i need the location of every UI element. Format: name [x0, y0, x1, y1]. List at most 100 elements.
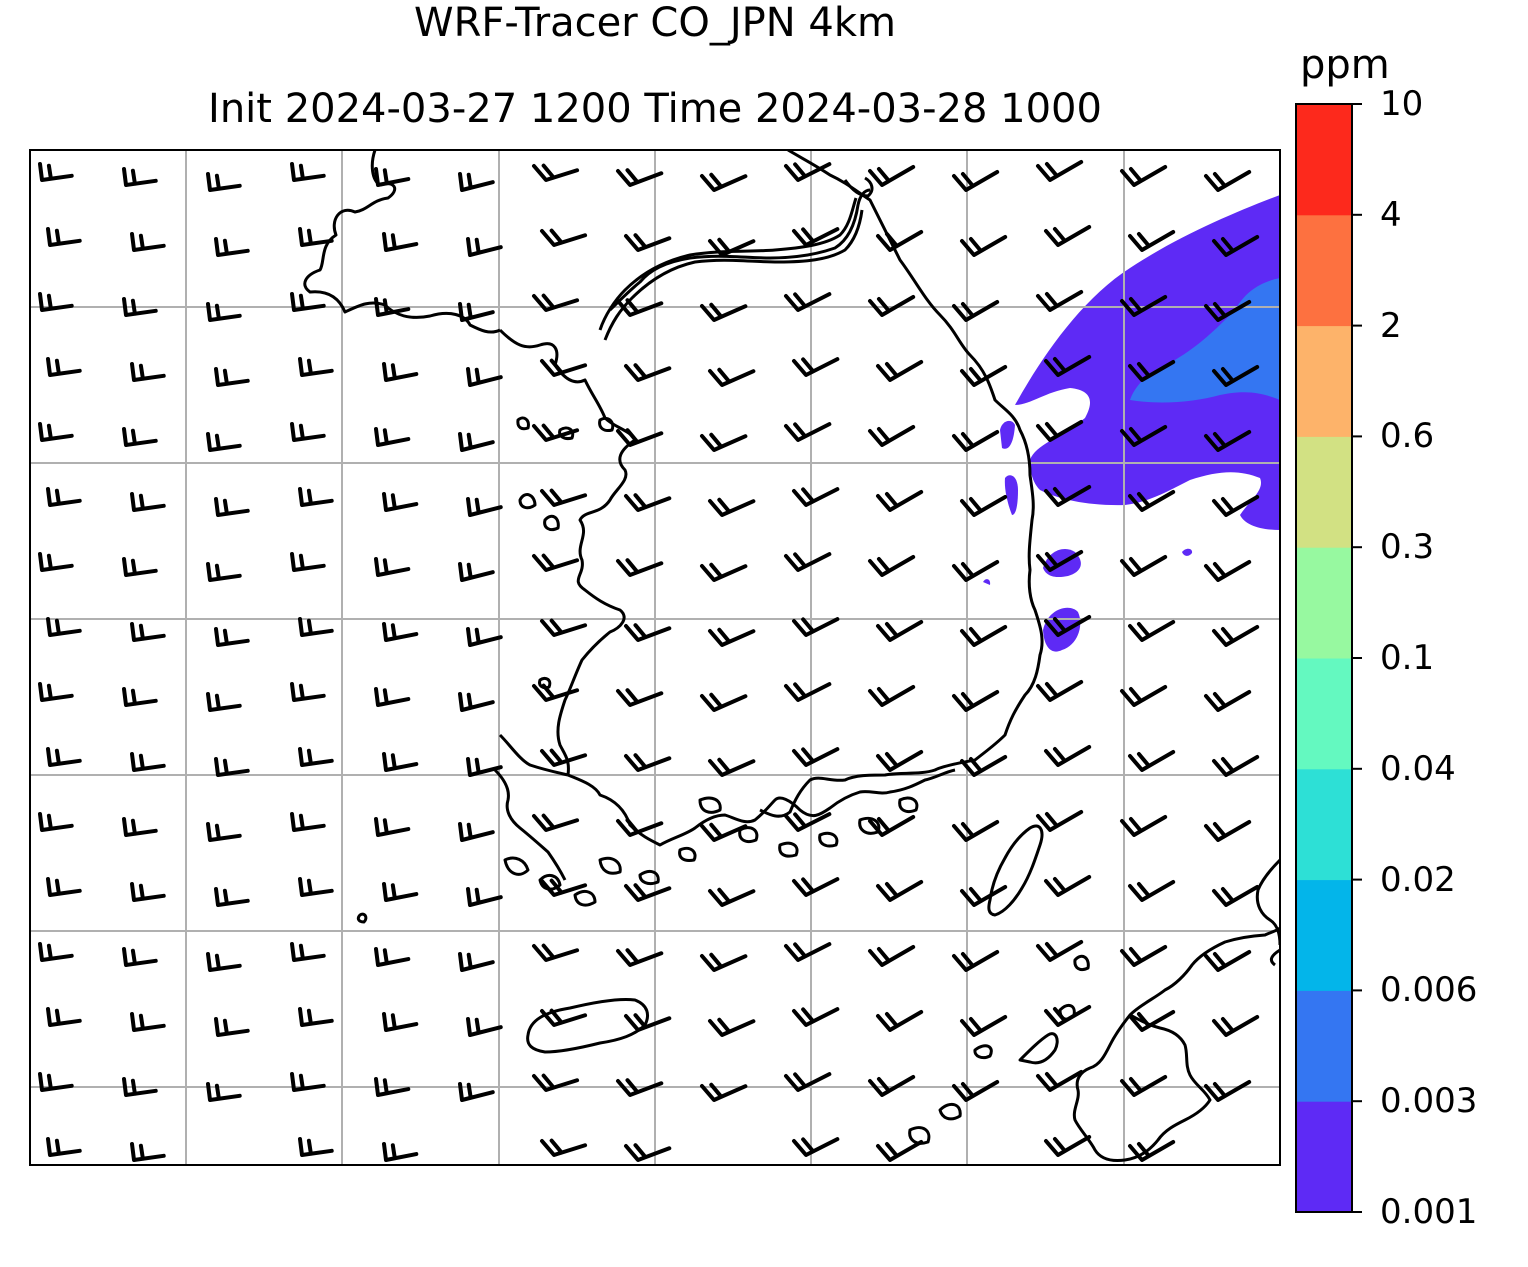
- wind-barb: [868, 555, 916, 577]
- wind-barb: [708, 627, 756, 647]
- wind-barb: [374, 557, 411, 577]
- wind-barb: [876, 1140, 924, 1162]
- wind-barb: [374, 947, 411, 967]
- wind-barb: [122, 427, 158, 447]
- wind-barb: [38, 552, 74, 572]
- wind-barb: [616, 428, 664, 447]
- wind-barb: [46, 877, 82, 897]
- wind-barb: [466, 627, 503, 647]
- wind-barb: [38, 292, 74, 312]
- wind-barb: [466, 237, 503, 257]
- wind-barb: [206, 692, 242, 712]
- wind-barb: [1044, 485, 1092, 507]
- wind-barb: [458, 952, 495, 972]
- wind-barb: [952, 300, 1000, 322]
- wind-barb: [792, 747, 840, 767]
- wind-barb: [1128, 360, 1176, 382]
- wind-barb: [700, 692, 748, 712]
- tsushima-island: [987, 824, 1044, 917]
- wind-barb: [1120, 1075, 1168, 1097]
- wind-barb: [952, 560, 1000, 582]
- wind-barb: [616, 948, 664, 967]
- wind-barb: [46, 1007, 82, 1027]
- wind-barb: [624, 363, 672, 382]
- wind-barb: [38, 422, 74, 442]
- wind-barb: [868, 165, 916, 187]
- wind-barb: [1204, 820, 1252, 842]
- wind-barb: [382, 1012, 419, 1032]
- wind-barb: [1120, 425, 1168, 447]
- wind-barb: [876, 360, 924, 382]
- wind-barb: [382, 232, 419, 252]
- concentration-blob-4: [1004, 475, 1018, 515]
- wind-barb: [458, 562, 495, 582]
- wind-barb: [792, 617, 840, 637]
- wind-barb: [876, 230, 924, 252]
- wind-barb: [708, 1017, 756, 1037]
- wind-barb: [382, 492, 419, 512]
- wind-barb: [122, 557, 158, 577]
- wind-barb: [290, 422, 326, 442]
- wind-barb: [784, 682, 832, 702]
- wind-barb: [960, 625, 1008, 647]
- wind-barb: [38, 682, 74, 702]
- korea-peninsula-east: [759, 150, 1044, 818]
- wind-barb: [1120, 295, 1168, 317]
- wind-barb: [708, 757, 756, 777]
- wind-barb: [784, 292, 832, 312]
- wind-barb: [1036, 160, 1084, 182]
- wind-barb: [708, 887, 756, 907]
- wind-barb: [1120, 815, 1168, 837]
- colorbar-tick-label: 4: [1380, 194, 1402, 235]
- colorbar-segment: [1296, 547, 1352, 659]
- wind-barb: [624, 1013, 672, 1032]
- colorbar-segment: [1296, 658, 1352, 770]
- wind-barb: [374, 817, 411, 837]
- wind-barb: [876, 880, 924, 902]
- colorbar-ticks: [1352, 103, 1362, 1213]
- wind-barb: [952, 170, 1000, 192]
- colorbar-tick-label: 2: [1380, 305, 1402, 346]
- wind-barb: [1120, 165, 1168, 187]
- wind-barb: [540, 358, 588, 377]
- wind-barb: [708, 497, 756, 517]
- colorbar-tick-label: 0.04: [1380, 748, 1456, 789]
- wind-barb: [1036, 550, 1084, 572]
- wind-barb: [960, 1015, 1008, 1037]
- colorbar-tick-label: 0.02: [1380, 859, 1456, 900]
- jeju-island: [526, 998, 649, 1054]
- korea-south-coast: [567, 768, 956, 847]
- concentration-blob-3: [1000, 420, 1015, 449]
- wind-barb: [466, 1017, 503, 1037]
- wind-barb: [38, 1072, 74, 1092]
- wind-barb: [876, 750, 924, 772]
- wind-barb: [1212, 365, 1260, 387]
- wind-barb: [1204, 560, 1252, 582]
- wind-barb: [38, 942, 74, 962]
- concentration-field: [983, 195, 1280, 652]
- wind-barb: [960, 885, 1008, 907]
- wind-barb: [206, 302, 242, 322]
- wind-barb: [214, 887, 250, 907]
- wind-barb: [130, 232, 166, 252]
- wind-barb: [130, 362, 166, 382]
- wind-barb: [1044, 1005, 1092, 1027]
- wind-barb: [206, 432, 242, 452]
- wind-barb: [1044, 355, 1092, 377]
- wind-barb: [952, 1080, 1000, 1102]
- wind-barb: [382, 752, 419, 772]
- wind-barb: [214, 1017, 250, 1037]
- wind-barb: [1128, 490, 1176, 512]
- wind-barb: [1036, 680, 1084, 702]
- wind-barb: [38, 162, 74, 182]
- wind-barb: [1128, 1010, 1176, 1032]
- wind-barb: [298, 617, 334, 637]
- wind-barb: [374, 427, 411, 447]
- wind-barb: [1044, 875, 1092, 897]
- wind-barb: [382, 622, 419, 642]
- wind-barb: [616, 298, 664, 317]
- wind-barb: [290, 942, 326, 962]
- wind-barb: [206, 1082, 242, 1102]
- colorbar-segment: [1296, 325, 1352, 437]
- wind-barb: [298, 877, 334, 897]
